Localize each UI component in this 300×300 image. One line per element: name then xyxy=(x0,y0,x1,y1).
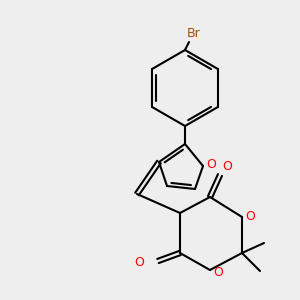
Text: O: O xyxy=(206,158,216,170)
Text: O: O xyxy=(134,256,144,269)
Text: O: O xyxy=(222,160,232,173)
Text: O: O xyxy=(245,211,255,224)
Text: Br: Br xyxy=(187,27,201,40)
Text: O: O xyxy=(213,266,223,280)
